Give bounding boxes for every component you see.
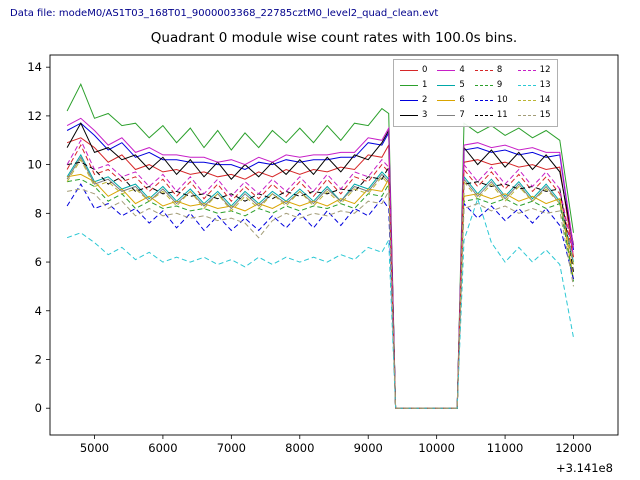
svg-text:9000: 9000 <box>354 441 383 455</box>
svg-text:10: 10 <box>27 158 42 172</box>
legend-line-sample <box>437 115 456 116</box>
legend-item-14: 14 <box>517 94 551 107</box>
legend-label: 15 <box>539 110 551 121</box>
legend-label: 11 <box>496 110 508 121</box>
legend-line-sample <box>517 115 536 116</box>
legend-label: 3 <box>422 110 428 121</box>
legend-item-9: 9 <box>474 79 508 92</box>
legend-item-7: 7 <box>437 109 465 122</box>
legend-label: 5 <box>459 80 465 91</box>
svg-text:12: 12 <box>27 109 42 123</box>
legend-label: 13 <box>539 80 551 91</box>
svg-text:14: 14 <box>27 60 42 74</box>
legend-label: 2 <box>422 95 428 106</box>
svg-text:11000: 11000 <box>487 441 524 455</box>
legend-label: 6 <box>459 95 465 106</box>
svg-text:7000: 7000 <box>217 441 246 455</box>
legend-line-sample <box>437 100 456 101</box>
svg-text:8000: 8000 <box>285 441 314 455</box>
legend-label: 9 <box>496 80 503 91</box>
legend-line-sample <box>474 115 493 116</box>
legend-item-12: 12 <box>517 64 551 77</box>
legend-line-sample <box>400 100 418 101</box>
legend-item-5: 5 <box>437 79 465 92</box>
legend-label: 14 <box>539 95 551 106</box>
chart-title: Quadrant 0 module wise count rates with … <box>150 30 518 46</box>
legend-line-sample <box>437 70 456 71</box>
legend-item-11: 11 <box>474 109 508 122</box>
legend-item-4: 4 <box>437 64 465 77</box>
legend-label: 10 <box>496 95 508 106</box>
legend-item-1: 1 <box>400 79 427 92</box>
legend-label: 8 <box>496 65 503 76</box>
svg-text:4: 4 <box>35 304 42 318</box>
legend: 0 1 2 3 4 5 6 7 8 9 10 11 12 13 14 15 <box>393 59 558 127</box>
legend-line-sample <box>437 85 456 86</box>
svg-text:8: 8 <box>35 206 42 220</box>
legend-label: 0 <box>422 65 428 76</box>
legend-item-13: 13 <box>517 79 551 92</box>
legend-line-sample <box>517 100 536 101</box>
legend-label: 12 <box>539 65 551 76</box>
svg-text:2: 2 <box>35 352 42 366</box>
legend-item-2: 2 <box>400 94 427 107</box>
legend-line-sample <box>517 85 536 86</box>
legend-line-sample <box>517 70 536 71</box>
legend-line-sample <box>474 100 493 101</box>
x-axis-offset-label: +3.141e8 <box>556 461 613 475</box>
legend-line-sample <box>400 70 418 71</box>
legend-item-8: 8 <box>474 64 508 77</box>
legend-line-sample <box>474 70 493 71</box>
svg-text:5000: 5000 <box>80 441 109 455</box>
legend-item-15: 15 <box>517 109 551 122</box>
legend-label: 4 <box>459 65 465 76</box>
svg-text:0: 0 <box>35 401 42 415</box>
svg-text:10000: 10000 <box>418 441 455 455</box>
legend-line-sample <box>400 115 418 116</box>
legend-item-10: 10 <box>474 94 508 107</box>
svg-text:12000: 12000 <box>555 441 592 455</box>
legend-item-3: 3 <box>400 109 427 122</box>
svg-text:6: 6 <box>35 255 42 269</box>
legend-line-sample <box>474 85 493 86</box>
legend-item-0: 0 <box>400 64 427 77</box>
datafile-label: Data file: modeM0/AS1T03_168T01_90000033… <box>10 8 439 19</box>
legend-label: 7 <box>459 110 465 121</box>
legend-label: 1 <box>422 80 428 91</box>
legend-item-6: 6 <box>437 94 465 107</box>
legend-line-sample <box>400 85 418 86</box>
svg-text:6000: 6000 <box>148 441 177 455</box>
